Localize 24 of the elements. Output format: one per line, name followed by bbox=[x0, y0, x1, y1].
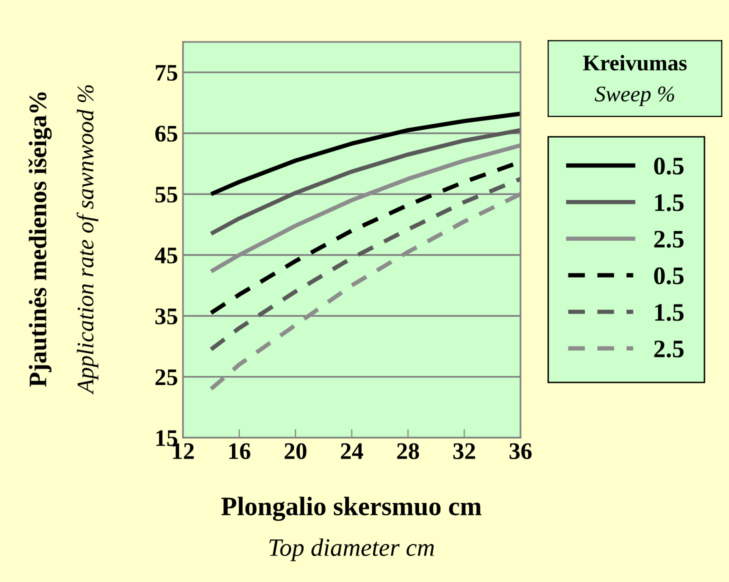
x-tick-label: 28 bbox=[397, 443, 420, 460]
legend-label: 1.5 bbox=[655, 304, 684, 321]
line-series bbox=[209, 128, 521, 236]
legend-label: 2.5 bbox=[654, 230, 684, 248]
x-tick-label: 20 bbox=[284, 443, 306, 460]
legend-label: 1.5 bbox=[655, 194, 684, 212]
y-tick-label: 35 bbox=[155, 308, 178, 324]
y-tick-label: 25 bbox=[156, 369, 178, 386]
x-tick-label: 24 bbox=[340, 443, 364, 459]
legend-label: 2.5 bbox=[654, 340, 684, 358]
legend-label: 0.5 bbox=[654, 267, 684, 284]
x-tick-label: 32 bbox=[453, 443, 476, 460]
line-series bbox=[209, 176, 521, 352]
y-tick-label: 45 bbox=[154, 248, 178, 264]
y-tick-label: 75 bbox=[156, 65, 178, 81]
x-tick-label: 36 bbox=[510, 443, 532, 460]
y-tick-label: 65 bbox=[155, 126, 178, 142]
x-tick-label: 16 bbox=[229, 443, 250, 460]
line-series bbox=[209, 112, 521, 196]
y-tick-label: 55 bbox=[155, 186, 178, 203]
y-axis-title: Pjautinės medienos išeiga% Application rate of sawnwood % bbox=[28, 85, 98, 395]
legend-title: Kreivumas Sweep % bbox=[583, 54, 687, 106]
x-axis-title: Plongalio skersmuo cm Top diameter cm bbox=[221, 496, 482, 562]
legend-label: 0.5 bbox=[654, 158, 684, 175]
